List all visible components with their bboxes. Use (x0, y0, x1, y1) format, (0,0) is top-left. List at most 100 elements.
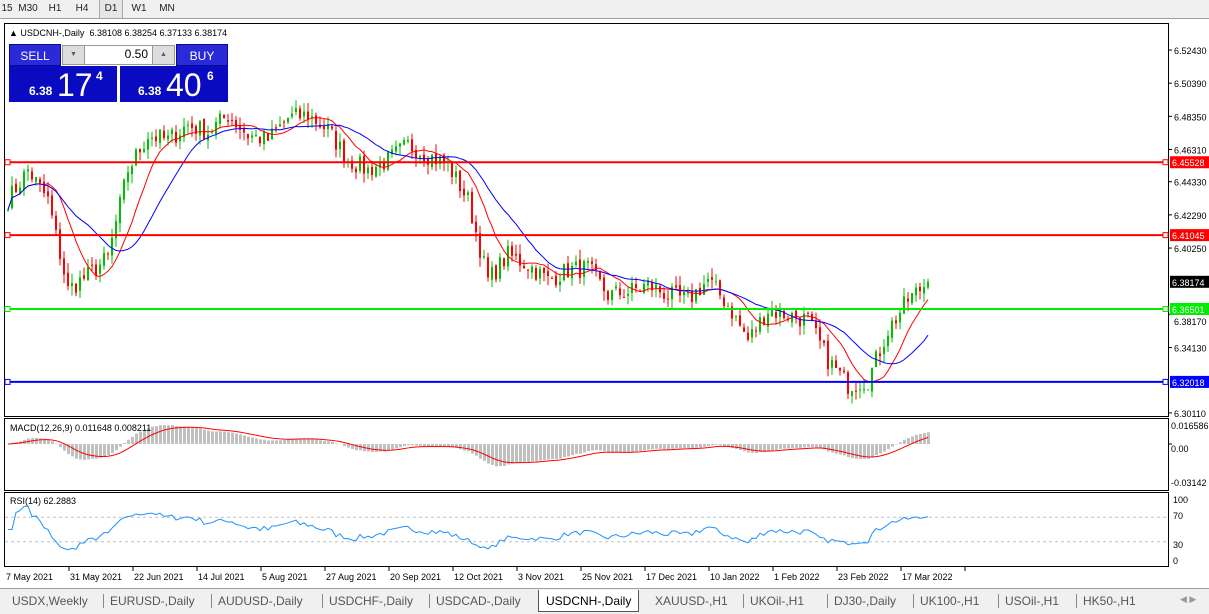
sell-button[interactable]: SELL (9, 44, 61, 66)
lot-size-value[interactable]: 0.50 (124, 47, 148, 61)
macd-histogram-bar (659, 444, 662, 449)
chart-area[interactable]: 6.52430 6.50390 6.48350 6.46310 6.44330 6.422… (0, 19, 1209, 588)
macd-histogram-bar (831, 444, 834, 453)
candle-body (547, 271, 549, 276)
candle-body (815, 320, 817, 329)
candle-body (671, 286, 673, 300)
main-pane-frame (4, 23, 1169, 417)
macd-histogram-bar (515, 444, 518, 463)
macd-histogram-bar (343, 444, 346, 447)
timeframe-m15[interactable]: 15 (1, 3, 13, 14)
candle-body (183, 126, 185, 138)
macd-histogram-bar (531, 444, 534, 462)
macd-histogram-bar (587, 444, 590, 452)
macd-histogram-bar (75, 444, 78, 459)
timeframe-m30[interactable]: M30 (18, 3, 38, 14)
macd-histogram-bar (707, 444, 710, 446)
macd-histogram-bar (631, 444, 634, 452)
macd-histogram-bar (667, 444, 670, 450)
tab-audusd-daily[interactable]: AUDUSD-,Daily (218, 594, 303, 608)
increase-lot-icon[interactable]: ▲ (152, 46, 174, 64)
macd-histogram-bar (803, 444, 806, 448)
candle-body (243, 128, 245, 133)
ohlc-values: 6.38108 6.38254 6.37133 6.38174 (89, 28, 228, 38)
macd-histogram-bar (747, 444, 750, 453)
buy-button[interactable]: BUY (176, 44, 228, 66)
macd-histogram-bar (283, 439, 286, 444)
macd-histogram-bar (739, 444, 742, 451)
macd-histogram-bar (179, 426, 182, 444)
macd-histogram-bar (383, 444, 386, 452)
macd-histogram-bar (927, 432, 930, 444)
timeframe-mn[interactable]: MN (159, 3, 175, 14)
candle-body (303, 111, 305, 117)
macd-pane-frame (4, 418, 1169, 491)
candle-body (867, 389, 869, 391)
candle-body (167, 135, 169, 140)
timeframe-w1[interactable]: W1 (131, 3, 147, 14)
tab-separator (827, 594, 828, 608)
level-price-label: 6.45528 (1172, 158, 1205, 168)
macd-histogram-bar (655, 444, 658, 449)
macd-histogram-bar (791, 444, 794, 449)
macd-histogram-bar (815, 444, 818, 448)
macd-histogram-bar (291, 439, 294, 444)
current-price-tag (1170, 275, 1209, 288)
tab-usdcad-daily[interactable]: USDCAD-,Daily (436, 594, 521, 608)
macd-histogram-bar (139, 431, 142, 444)
candle-body (355, 168, 357, 173)
candle-body (799, 317, 801, 327)
macd-histogram-bar (703, 444, 706, 447)
candle-body (467, 192, 469, 196)
macd-histogram-bar (563, 444, 566, 458)
candle-body (87, 266, 89, 280)
tab-usoil-h1[interactable]: USOil-,H1 (1005, 594, 1060, 608)
tab-usdchf-daily[interactable]: USDCHF-,Daily (329, 594, 413, 608)
macd-histogram-bar (419, 444, 422, 446)
macd-histogram-bar (715, 444, 718, 445)
macd-histogram-bar (771, 444, 774, 451)
candle-body (171, 129, 173, 135)
candle-body (687, 291, 689, 294)
timeframe-toolbar: 15 M30 H1 H4 D1 W1 MN (0, 0, 1209, 19)
decrease-lot-icon[interactable]: ▼ (63, 46, 85, 64)
macd-histogram-bar (295, 438, 298, 444)
tab-xauusd-h1[interactable]: XAUUSD-,H1 (655, 594, 728, 608)
candle-body (11, 185, 13, 209)
macd-histogram-bar (863, 444, 866, 459)
macd-histogram-bar (407, 444, 410, 446)
candle-body (59, 229, 61, 259)
tab-uk100-h1[interactable]: UK100-,H1 (920, 594, 980, 608)
timeframe-h4[interactable]: H4 (75, 3, 89, 14)
tab-usdx-weekly[interactable]: USDX,Weekly (12, 594, 88, 608)
level-handle-left (4, 378, 11, 385)
date-label: 25 Nov 2021 (582, 572, 633, 582)
candle-body (683, 291, 685, 296)
candle-body (155, 136, 157, 142)
macd-histogram-bar (403, 444, 406, 447)
tab-ukoil-h1[interactable]: UKOil-,H1 (750, 594, 805, 608)
macd-histogram-bar (583, 444, 586, 453)
macd-histogram-bar (627, 444, 630, 453)
timeframe-h1[interactable]: H1 (48, 3, 62, 14)
tab-hk50-h1[interactable]: HK50-,H1 (1083, 594, 1136, 608)
tab-dj30-daily[interactable]: DJ30-,Daily (834, 594, 897, 608)
macd-histogram-bar (387, 444, 390, 451)
macd-histogram-bar (687, 444, 690, 448)
lot-size-field[interactable]: ▼ 0.50 ▲ (62, 45, 175, 65)
tab-scroll-arrows-icon[interactable]: ◀ ▶ (1180, 594, 1197, 604)
candle-body (675, 285, 677, 288)
macd-histogram-bar (619, 444, 622, 453)
candle-body (227, 120, 229, 122)
candle-body (351, 160, 353, 169)
candle-body (247, 134, 249, 139)
timeframe-d1[interactable]: D1 (99, 0, 123, 18)
macd-histogram-bar (463, 444, 466, 451)
buy-price[interactable]: 6.38 40 6 (120, 66, 228, 102)
sell-price[interactable]: 6.38 17 4 (9, 66, 117, 102)
tab-usdcnh-daily[interactable]: USDCNH-,Daily (538, 590, 640, 612)
macd-histogram-bar (499, 444, 502, 467)
tab-eurusd-daily[interactable]: EURUSD-,Daily (110, 594, 195, 608)
candle-body (695, 289, 697, 302)
candle-body (391, 149, 393, 155)
